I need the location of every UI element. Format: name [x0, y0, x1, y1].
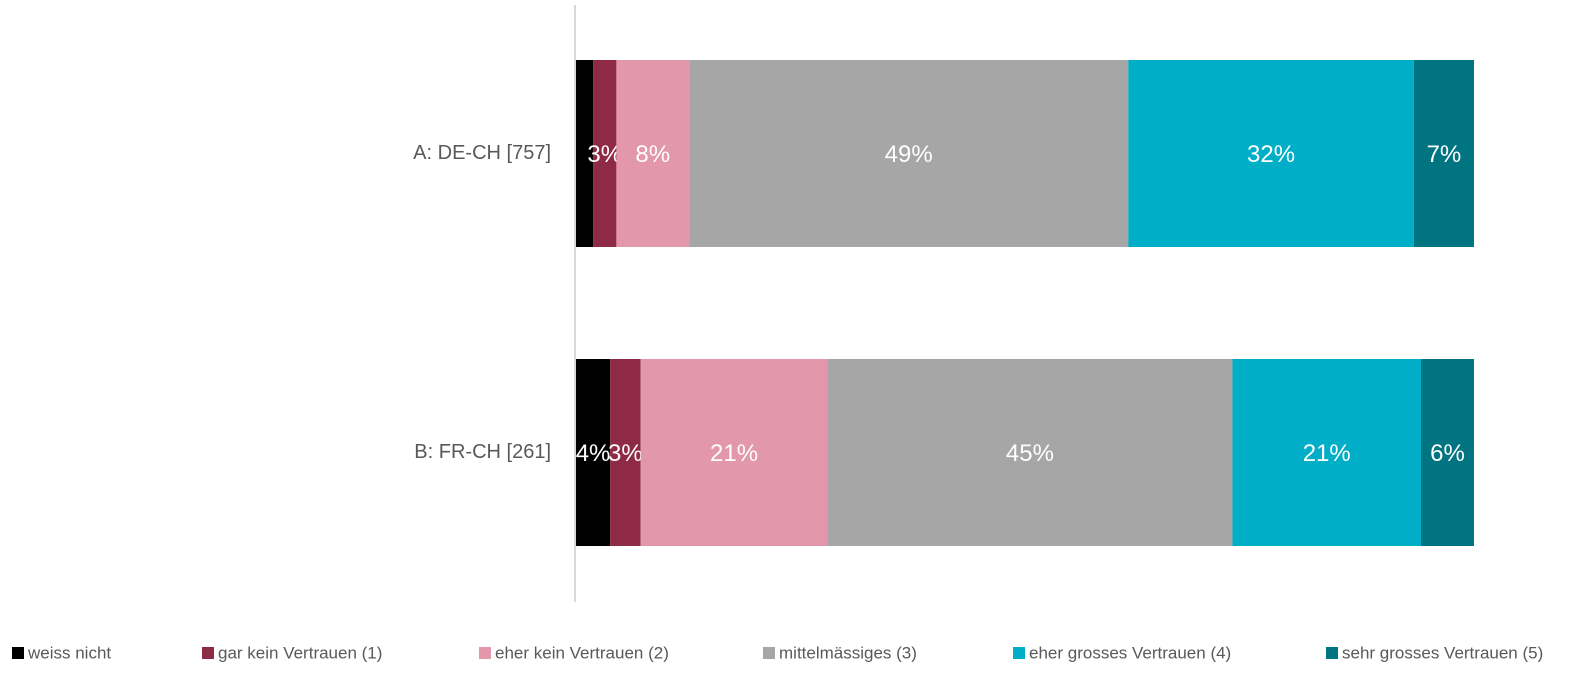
value-label: 8% — [635, 141, 670, 168]
bar-segment — [689, 60, 1129, 247]
value-label: 7% — [1427, 141, 1462, 168]
legend-label: weiss nicht — [27, 643, 111, 662]
value-label: 3% — [608, 440, 643, 467]
legend-label: mittelmässiges (3) — [779, 643, 917, 662]
legend-swatch — [1326, 647, 1338, 659]
value-label: 6% — [1430, 440, 1465, 467]
bar-segment — [593, 60, 617, 247]
bar-segment — [1128, 60, 1414, 247]
category-label: A: DE-CH [757] — [413, 142, 551, 164]
value-label: 3% — [587, 141, 622, 168]
bar-segment — [576, 359, 611, 546]
legend-label: eher kein Vertrauen (2) — [495, 643, 669, 662]
legend-swatch — [763, 647, 775, 659]
bar-segment — [1232, 359, 1422, 546]
value-label: 32% — [1247, 141, 1295, 168]
bar-segment — [1421, 359, 1474, 546]
legend-swatch — [202, 647, 214, 659]
legend-label: eher grosses Vertrauen (4) — [1029, 643, 1231, 662]
bar-segment — [616, 60, 690, 247]
value-label: 21% — [1303, 440, 1351, 467]
legend-swatch — [479, 647, 491, 659]
category-label: B: FR-CH [261] — [414, 441, 551, 463]
value-label: 49% — [885, 141, 933, 168]
legend-label: gar kein Vertrauen (1) — [218, 643, 382, 662]
legend-swatch — [1013, 647, 1025, 659]
bar-segment — [827, 359, 1233, 546]
bar-segment — [610, 359, 641, 546]
value-label: 45% — [1006, 440, 1054, 467]
value-label: 21% — [710, 440, 758, 467]
legend-label: sehr grosses Vertrauen (5) — [1342, 643, 1543, 662]
bar-segment — [640, 359, 828, 546]
value-label: 4% — [576, 440, 611, 467]
bar-segment — [576, 60, 594, 247]
legend-swatch — [12, 647, 24, 659]
bar-segment — [1413, 60, 1474, 247]
